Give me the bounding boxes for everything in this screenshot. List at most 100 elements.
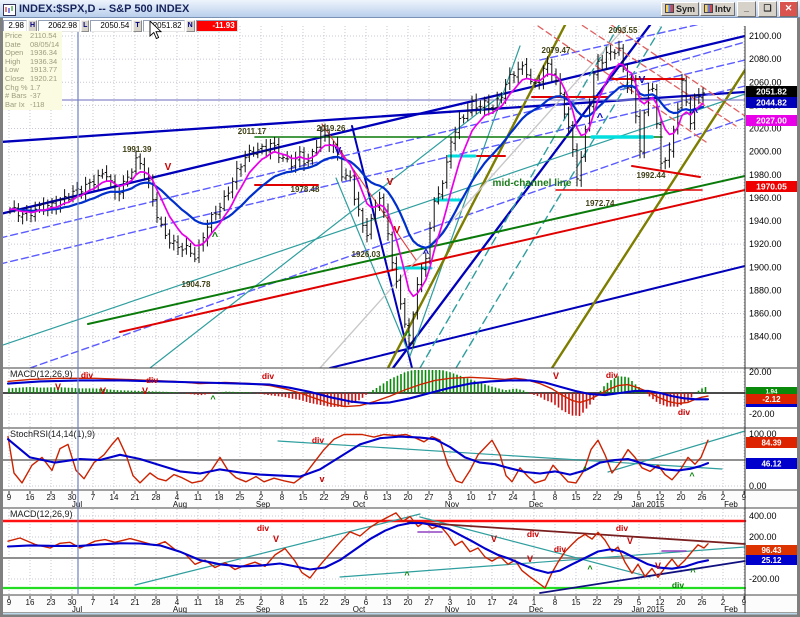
svg-text:V: V bbox=[655, 561, 661, 571]
trendlines bbox=[3, 25, 745, 368]
maximize-button[interactable]: ❏ bbox=[758, 0, 777, 17]
svg-text:V: V bbox=[165, 162, 172, 173]
svg-text:V: V bbox=[100, 386, 106, 396]
sym-button[interactable]: Sym bbox=[660, 1, 699, 16]
svg-text:Oct: Oct bbox=[353, 605, 366, 614]
svg-text:1992.44: 1992.44 bbox=[637, 171, 666, 180]
svg-text:4: 4 bbox=[175, 598, 180, 607]
svg-text:2000.00: 2000.00 bbox=[749, 147, 782, 157]
svg-text:1940.00: 1940.00 bbox=[749, 216, 782, 226]
svg-text:400.00: 400.00 bbox=[749, 511, 777, 521]
svg-text:17: 17 bbox=[488, 598, 497, 607]
quote-field-value-L: 2050.54 bbox=[90, 20, 133, 32]
svg-text:^: ^ bbox=[404, 570, 410, 580]
svg-text:5: 5 bbox=[637, 598, 642, 607]
svg-text:9: 9 bbox=[7, 598, 12, 607]
svg-text:3: 3 bbox=[448, 598, 453, 607]
svg-text:2051.82: 2051.82 bbox=[756, 87, 787, 97]
svg-text:14: 14 bbox=[110, 598, 119, 607]
close-button[interactable]: ✕ bbox=[779, 0, 798, 17]
svg-text:Dec: Dec bbox=[529, 605, 543, 614]
svg-text:-2.12: -2.12 bbox=[762, 395, 781, 404]
svg-text:1926.03: 1926.03 bbox=[352, 250, 381, 259]
svg-text:100.00: 100.00 bbox=[749, 429, 777, 439]
svg-text:div: div bbox=[146, 375, 159, 385]
svg-text:20: 20 bbox=[677, 598, 686, 607]
svg-text:20: 20 bbox=[677, 493, 686, 502]
svg-text:1: 1 bbox=[532, 493, 537, 502]
intv-button[interactable]: Intv bbox=[699, 1, 735, 16]
svg-text:V: V bbox=[394, 225, 401, 236]
svg-text:div: div bbox=[262, 371, 275, 381]
info-row: Price 2110.54 bbox=[5, 31, 57, 40]
svg-text:0.00: 0.00 bbox=[749, 481, 767, 491]
svg-text:Oct: Oct bbox=[353, 500, 366, 509]
svg-text:^: ^ bbox=[690, 567, 696, 577]
svg-text:1: 1 bbox=[532, 598, 537, 607]
svg-text:12: 12 bbox=[656, 493, 665, 502]
svg-text:Jan 2015: Jan 2015 bbox=[632, 605, 665, 614]
svg-text:8: 8 bbox=[280, 493, 285, 502]
svg-text:2011.17: 2011.17 bbox=[238, 127, 267, 136]
svg-text:11: 11 bbox=[194, 493, 203, 502]
svg-text:20.00: 20.00 bbox=[749, 367, 772, 377]
window-titlebar[interactable]: INDEX:$SPX,D -- S&P 500 INDEX Sym Intv _… bbox=[0, 0, 800, 18]
svg-text:V: V bbox=[639, 75, 646, 86]
svg-text:Feb: Feb bbox=[724, 500, 738, 509]
svg-text:1860.00: 1860.00 bbox=[749, 309, 782, 319]
svg-text:^: ^ bbox=[597, 112, 604, 124]
svg-text:div: div bbox=[678, 407, 691, 417]
mouse-cursor-icon bbox=[149, 21, 163, 40]
svg-text:1904.78: 1904.78 bbox=[182, 280, 211, 289]
svg-text:30: 30 bbox=[68, 598, 77, 607]
svg-text:7: 7 bbox=[91, 493, 96, 502]
svg-text:5: 5 bbox=[637, 493, 642, 502]
svg-text:28: 28 bbox=[152, 493, 161, 502]
info-row: High 1936.34 bbox=[5, 56, 58, 66]
svg-text:84.39: 84.39 bbox=[761, 439, 782, 448]
svg-text:2019.26: 2019.26 bbox=[317, 124, 346, 133]
svg-text:^: ^ bbox=[423, 248, 430, 260]
info-row: Open 1936.34 bbox=[5, 48, 58, 58]
svg-text:MACD(12,26,9): MACD(12,26,9) bbox=[10, 509, 73, 519]
svg-text:1991.39: 1991.39 bbox=[123, 145, 152, 154]
svg-text:13: 13 bbox=[383, 598, 392, 607]
svg-text:4: 4 bbox=[175, 493, 180, 502]
svg-text:8: 8 bbox=[280, 598, 285, 607]
svg-text:div: div bbox=[606, 370, 619, 380]
svg-text:2: 2 bbox=[721, 493, 726, 502]
svg-text:23: 23 bbox=[47, 493, 56, 502]
svg-text:2044.82: 2044.82 bbox=[756, 98, 787, 108]
svg-text:^: ^ bbox=[582, 465, 588, 475]
svg-text:28: 28 bbox=[152, 598, 161, 607]
svg-text:-20.00: -20.00 bbox=[749, 409, 775, 419]
price-info-panel: Price 2110.54 Date 08/05/14 Open 1936.34 High 1… bbox=[3, 31, 62, 111]
indicator-panel-1: 100.00 0.00 div v ^ ^ StochRSI(14,14(1),9) 84.3… bbox=[2, 429, 797, 491]
svg-text:29: 29 bbox=[341, 598, 350, 607]
minimize-button[interactable]: _ bbox=[737, 0, 756, 17]
quote-field-label-T: T bbox=[133, 20, 142, 32]
svg-text:46.12: 46.12 bbox=[761, 460, 782, 469]
svg-text:2079.47: 2079.47 bbox=[542, 46, 571, 55]
svg-text:1960.00: 1960.00 bbox=[749, 193, 782, 203]
svg-text:24: 24 bbox=[509, 598, 518, 607]
svg-text:15: 15 bbox=[299, 493, 308, 502]
svg-text:V: V bbox=[527, 554, 533, 564]
svg-text:V: V bbox=[273, 534, 279, 544]
svg-text:26: 26 bbox=[698, 598, 707, 607]
quote-field-value-N: -11.93 bbox=[195, 20, 238, 32]
svg-text:8: 8 bbox=[553, 598, 558, 607]
svg-text:V: V bbox=[553, 371, 559, 381]
svg-text:1880.00: 1880.00 bbox=[749, 285, 782, 295]
svg-text:1.94: 1.94 bbox=[766, 390, 778, 396]
date-axis: 9 16 23 30 7 14 21 28 4 11 18 25 2 8 15 22 29 6 13 20 27 3 10 1… bbox=[3, 489, 797, 614]
svg-text:15: 15 bbox=[572, 598, 581, 607]
svg-text:3: 3 bbox=[448, 493, 453, 502]
svg-text:15: 15 bbox=[299, 598, 308, 607]
svg-text:V: V bbox=[142, 386, 148, 396]
svg-text:^: ^ bbox=[689, 471, 695, 481]
svg-text:1980.00: 1980.00 bbox=[749, 170, 782, 180]
